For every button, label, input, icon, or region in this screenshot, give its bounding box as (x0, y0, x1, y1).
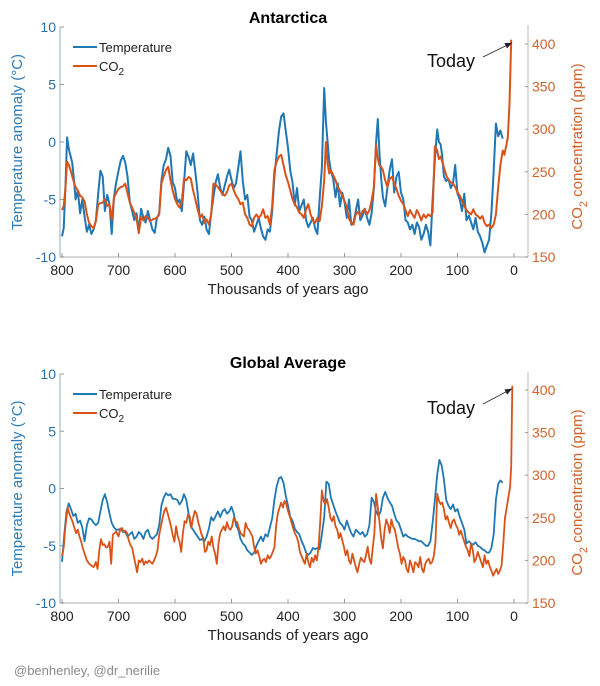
x-tick-label: 500 (220, 608, 244, 624)
y-left-tick-label: 10 (40, 366, 56, 382)
annotation-arrow-head-icon (504, 42, 512, 49)
y-left-tick-label: 0 (48, 481, 56, 497)
x-tick-label: 700 (107, 608, 131, 624)
x-tick-label: 600 (163, 262, 187, 278)
x-tick-label: 500 (220, 262, 244, 278)
y-left-tick-label: 0 (48, 134, 56, 150)
x-tick-label: 200 (389, 262, 413, 278)
x-tick-label: 700 (107, 262, 131, 278)
y-left-tick-label: 5 (48, 423, 56, 439)
x-tick-label: 0 (510, 262, 518, 278)
y-right-tick-label: 250 (532, 164, 556, 180)
y-right-tick-label: 150 (532, 249, 556, 265)
x-tick-label: 600 (163, 608, 187, 624)
y-right-axis-label: CO2 concentration (ppm) (569, 63, 590, 229)
temperature-series-line (61, 458, 504, 562)
credit-text: @benhenley, @dr_nerilie (14, 663, 161, 678)
y-right-axis-label: CO2 concentration (ppm) (569, 409, 590, 575)
co2-series-line (61, 39, 513, 235)
x-tick-label: 400 (276, 608, 300, 624)
x-tick-label: 200 (389, 608, 413, 624)
y-left-tick-label: -5 (44, 538, 57, 554)
legend-label: Temperature (99, 40, 172, 55)
temperature-series-line (61, 87, 504, 254)
x-axis-label: Thousands of years ago (208, 627, 369, 644)
x-axis-label: Thousands of years ago (208, 281, 369, 298)
legend-label: CO2 (99, 59, 125, 78)
co2-series-line (61, 385, 514, 577)
y-left-tick-label: -5 (44, 192, 57, 208)
chart-title: Global Average (230, 355, 346, 372)
annotation-arrow-head-icon (504, 388, 512, 395)
y-right-tick-label: 250 (532, 510, 556, 526)
x-tick-label: 0 (510, 608, 518, 624)
legend-label: Temperature (99, 387, 172, 402)
y-right-tick-label: 400 (532, 382, 556, 398)
x-tick-label: 300 (333, 262, 357, 278)
y-right-tick-label: 400 (532, 36, 556, 52)
today-annotation: Today (427, 398, 475, 418)
x-tick-label: 800 (50, 262, 74, 278)
y-left-axis-label: Temperature anomaly (°C) (9, 400, 26, 576)
x-tick-label: 800 (50, 608, 74, 624)
legend-label: CO2 (99, 406, 125, 425)
x-tick-label: 400 (276, 262, 300, 278)
y-right-tick-label: 300 (532, 467, 556, 483)
x-tick-label: 100 (446, 262, 470, 278)
x-tick-label: 300 (333, 608, 357, 624)
y-left-tick-label: -10 (36, 249, 56, 265)
chart-title: Antarctica (249, 10, 327, 27)
y-right-tick-label: 200 (532, 206, 556, 222)
y-right-tick-label: 200 (532, 552, 556, 568)
y-right-tick-label: 350 (532, 79, 556, 95)
y-left-tick-label: 5 (48, 77, 56, 93)
y-right-tick-label: 350 (532, 425, 556, 441)
y-right-tick-label: 300 (532, 121, 556, 137)
y-left-tick-label: -10 (36, 595, 56, 611)
global-average-panel: Global Average 800 700 600 500 400 300 200 100 0… (9, 355, 590, 644)
today-annotation: Today (427, 51, 475, 71)
y-left-axis-label: Temperature anomaly (°C) (9, 54, 26, 230)
x-tick-label: 100 (446, 608, 470, 624)
y-right-tick-label: 150 (532, 595, 556, 611)
y-left-tick-label: 10 (40, 19, 56, 35)
antarctica-panel: Antarctica 800 700 600 500 400 300 200 100 0-10-… (9, 10, 590, 298)
